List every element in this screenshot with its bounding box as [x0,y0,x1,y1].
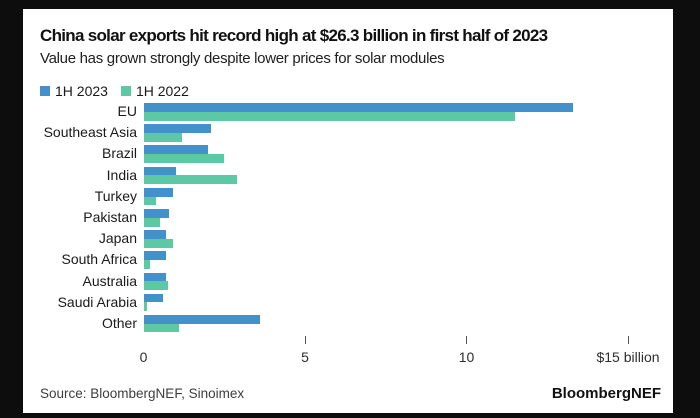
source-text: Source: BloombergNEF, Sinoimex [40,386,245,401]
legend-item: 1H 2022 [120,83,189,99]
bar-1h-2023 [143,103,574,112]
bar-1h-2023 [143,187,173,197]
bar-1h-2022 [143,154,225,163]
chart-row: Other [23,314,673,336]
x-tick-mark [466,336,467,344]
chart-row: Pakistan [23,208,673,230]
bar-1h-2023 [143,166,176,176]
bar-group [143,166,238,185]
category-label: Brazil [101,145,137,162]
x-tick-label: $15 billion [596,349,660,365]
bar-1h-2023 [143,145,209,155]
x-tick-label: 10 [458,349,475,365]
bar-group [143,124,212,142]
bar-1h-2022 [143,302,147,312]
legend: 1H 2023 1H 2022 [40,83,202,99]
bar-1h-2022 [143,260,150,269]
bar-group [143,145,225,163]
category-label: Other [101,314,137,331]
category-label: Saudi Arabia [57,293,137,310]
bar-1h-2022 [143,281,168,291]
bar-group [143,272,168,291]
chart-row: Australia [23,272,673,294]
bar-group [143,103,574,121]
bar-1h-2022 [143,132,183,142]
category-label: Pakistan [83,208,137,225]
bar-1h-2023 [143,272,167,282]
bar-1h-2023 [143,124,212,133]
category-label: South Africa [61,251,138,268]
legend-swatch [120,86,131,96]
x-tick-mark [627,336,629,344]
chart-card: China solar exports hit record high at $… [23,9,673,413]
chart-row: Brazil [23,145,673,166]
bar-1h-2022 [143,196,157,206]
chart-row: Southeast Asia [23,124,673,145]
bar-group [143,187,173,206]
bar-1h-2023 [143,208,170,218]
bar-1h-2023 [143,293,163,303]
category-label: Australia [82,272,137,289]
chart-row: Japan [23,230,673,251]
legend-swatch [40,86,50,96]
footer: Source: BloombergNEF, Sinoimex Bloomberg… [23,385,673,402]
x-tick-label: 5 [301,349,309,365]
chart-row: EU [23,103,673,124]
x-axis: 0 5 10 $15 billion [23,336,673,368]
bar-1h-2022 [143,175,238,185]
legend-label: 1H 2023 [55,83,108,99]
bar-group [143,314,260,333]
bar-group [143,208,170,227]
bar-1h-2022 [143,111,515,121]
legend-label: 1H 2022 [135,83,189,99]
category-label: India [106,166,137,183]
bar-group [143,230,173,248]
chart-row: Saudi Arabia [23,293,673,315]
category-label: Japan [98,230,137,247]
bar-group [143,293,163,312]
category-label: Southeast Asia [43,124,137,141]
bar-group [143,251,167,269]
bar-1h-2023 [143,230,167,239]
category-label: EU [117,103,137,119]
chart-subtitle: Value has grown strongly despite lower p… [40,50,445,67]
x-tick-mark [304,336,306,344]
brand-logo: BloombergNEF [551,385,661,402]
bar-1h-2022 [143,217,160,227]
bar-1h-2022 [143,323,180,333]
chart-row: India [23,166,673,188]
bar-1h-2023 [143,251,167,261]
bar-1h-2022 [143,238,173,248]
bar-1h-2023 [143,314,260,324]
chart-title: China solar exports hit record high at $… [40,26,548,45]
legend-item: 1H 2023 [40,83,108,99]
x-tick-label: 0 [139,349,148,365]
category-label: Turkey [94,187,137,204]
bar-chart: EU Southeast Asia Brazil India Turkey Pakista… [23,103,673,336]
chart-row: Turkey [23,187,673,209]
chart-row: South Africa [23,251,673,272]
